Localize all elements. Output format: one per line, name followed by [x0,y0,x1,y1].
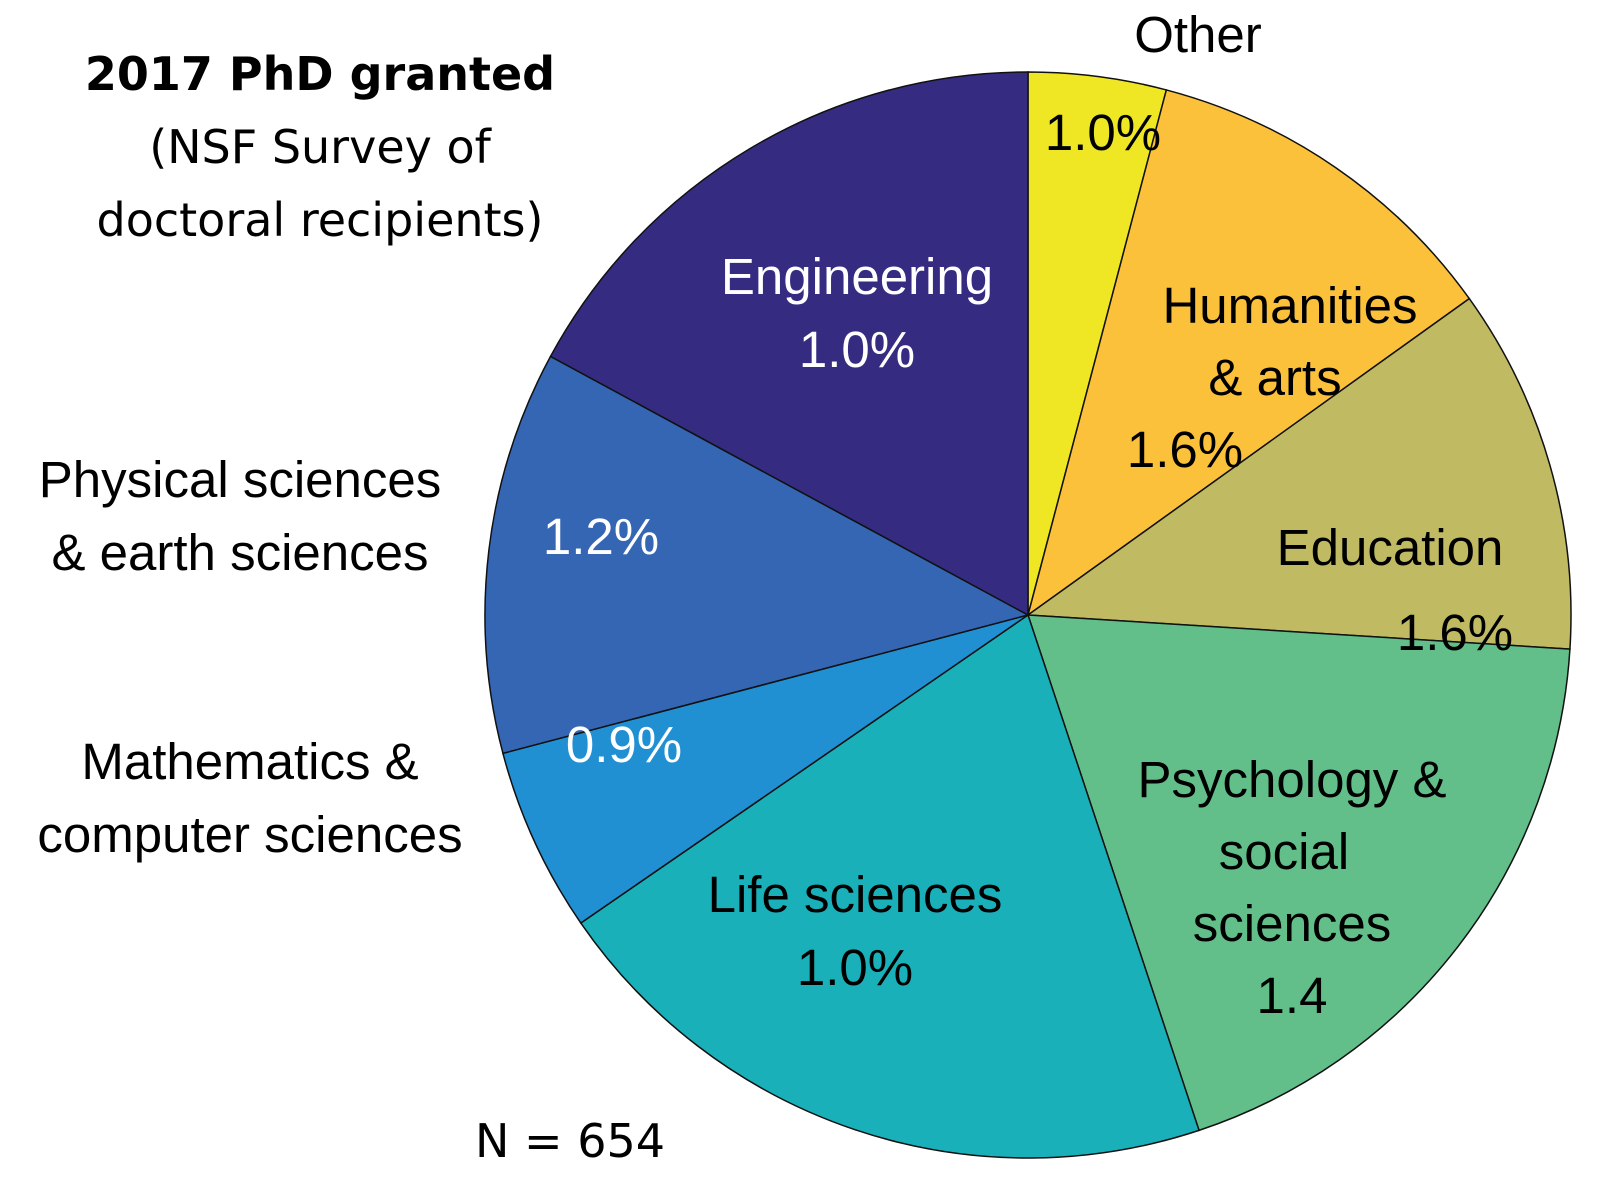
pie-slices [484,71,1572,1159]
slice-label-education-line-2: 1.6% [1397,604,1513,661]
pie-slice-psychology-and-social-sciences [1026,614,1571,1132]
slice-label-life-sciences-line-1: Life sciences [708,866,1003,923]
pie-slice-humanities-and-arts [1026,89,1471,617]
slice-label-mathematics-and-computer-sciences-line-1: 0.9% [566,716,682,773]
slice-label-engineering-line-2: 1.0% [799,321,915,378]
slice-label-education-line-1: Education [1277,519,1504,576]
category-label-physical-sciences-and-earth-sciences-line-2: & earth sciences [51,524,428,581]
slice-label-psychology-and-social-sciences-line-1: Psychology & [1138,751,1447,808]
category-label-other-line-1: Other [1134,6,1262,63]
slice-label-engineering-line-1: Engineering [721,248,993,305]
slice-label-psychology-and-social-sciences-line-3: sciences [1193,895,1391,952]
pie-slice-mathematics-and-computer-sciences [502,614,1029,925]
category-label-physical-sciences-and-earth-sciences-line-1: Physical sciences [39,451,442,508]
slice-label-physical-sciences-and-earth-sciences-line-1: 1.2% [543,508,659,565]
slice-label-other-line-1: 1.0% [1045,104,1161,161]
slice-label-humanities-and-arts-line-1: Humanities [1162,277,1417,334]
pie-slice-physical-sciences-and-earth-sciences [484,355,1031,755]
chart-title: 2017 PhD granted [85,47,555,101]
category-label-mathematics-and-computer-sciences-line-2: computer sciences [37,806,462,863]
slice-label-life-sciences-line-2: 1.0% [797,939,913,996]
pie-slice-engineering [549,71,1029,617]
slice-label-psychology-and-social-sciences-line-4: 1.4 [1257,967,1328,1024]
chart-subtitle-line-2: doctoral recipients) [97,193,544,247]
pie-slice-life-sciences [579,613,1200,1159]
chart-subtitle-line-1: (NSF Survey of [149,120,492,174]
pie-slice-education [1025,297,1572,650]
category-label-mathematics-and-computer-sciences-line-1: Mathematics & [81,733,418,790]
slice-label-humanities-and-arts-line-3: 1.6% [1127,421,1243,478]
slice-label-psychology-and-social-sciences-line-2: social [1219,823,1349,880]
pie-labels: 1.0% Other Humanities & arts 1.6% Education 1.… [37,6,1513,1024]
slice-label-humanities-and-arts-line-2: & arts [1208,349,1341,406]
sample-size-note: N = 654 [475,1114,665,1168]
